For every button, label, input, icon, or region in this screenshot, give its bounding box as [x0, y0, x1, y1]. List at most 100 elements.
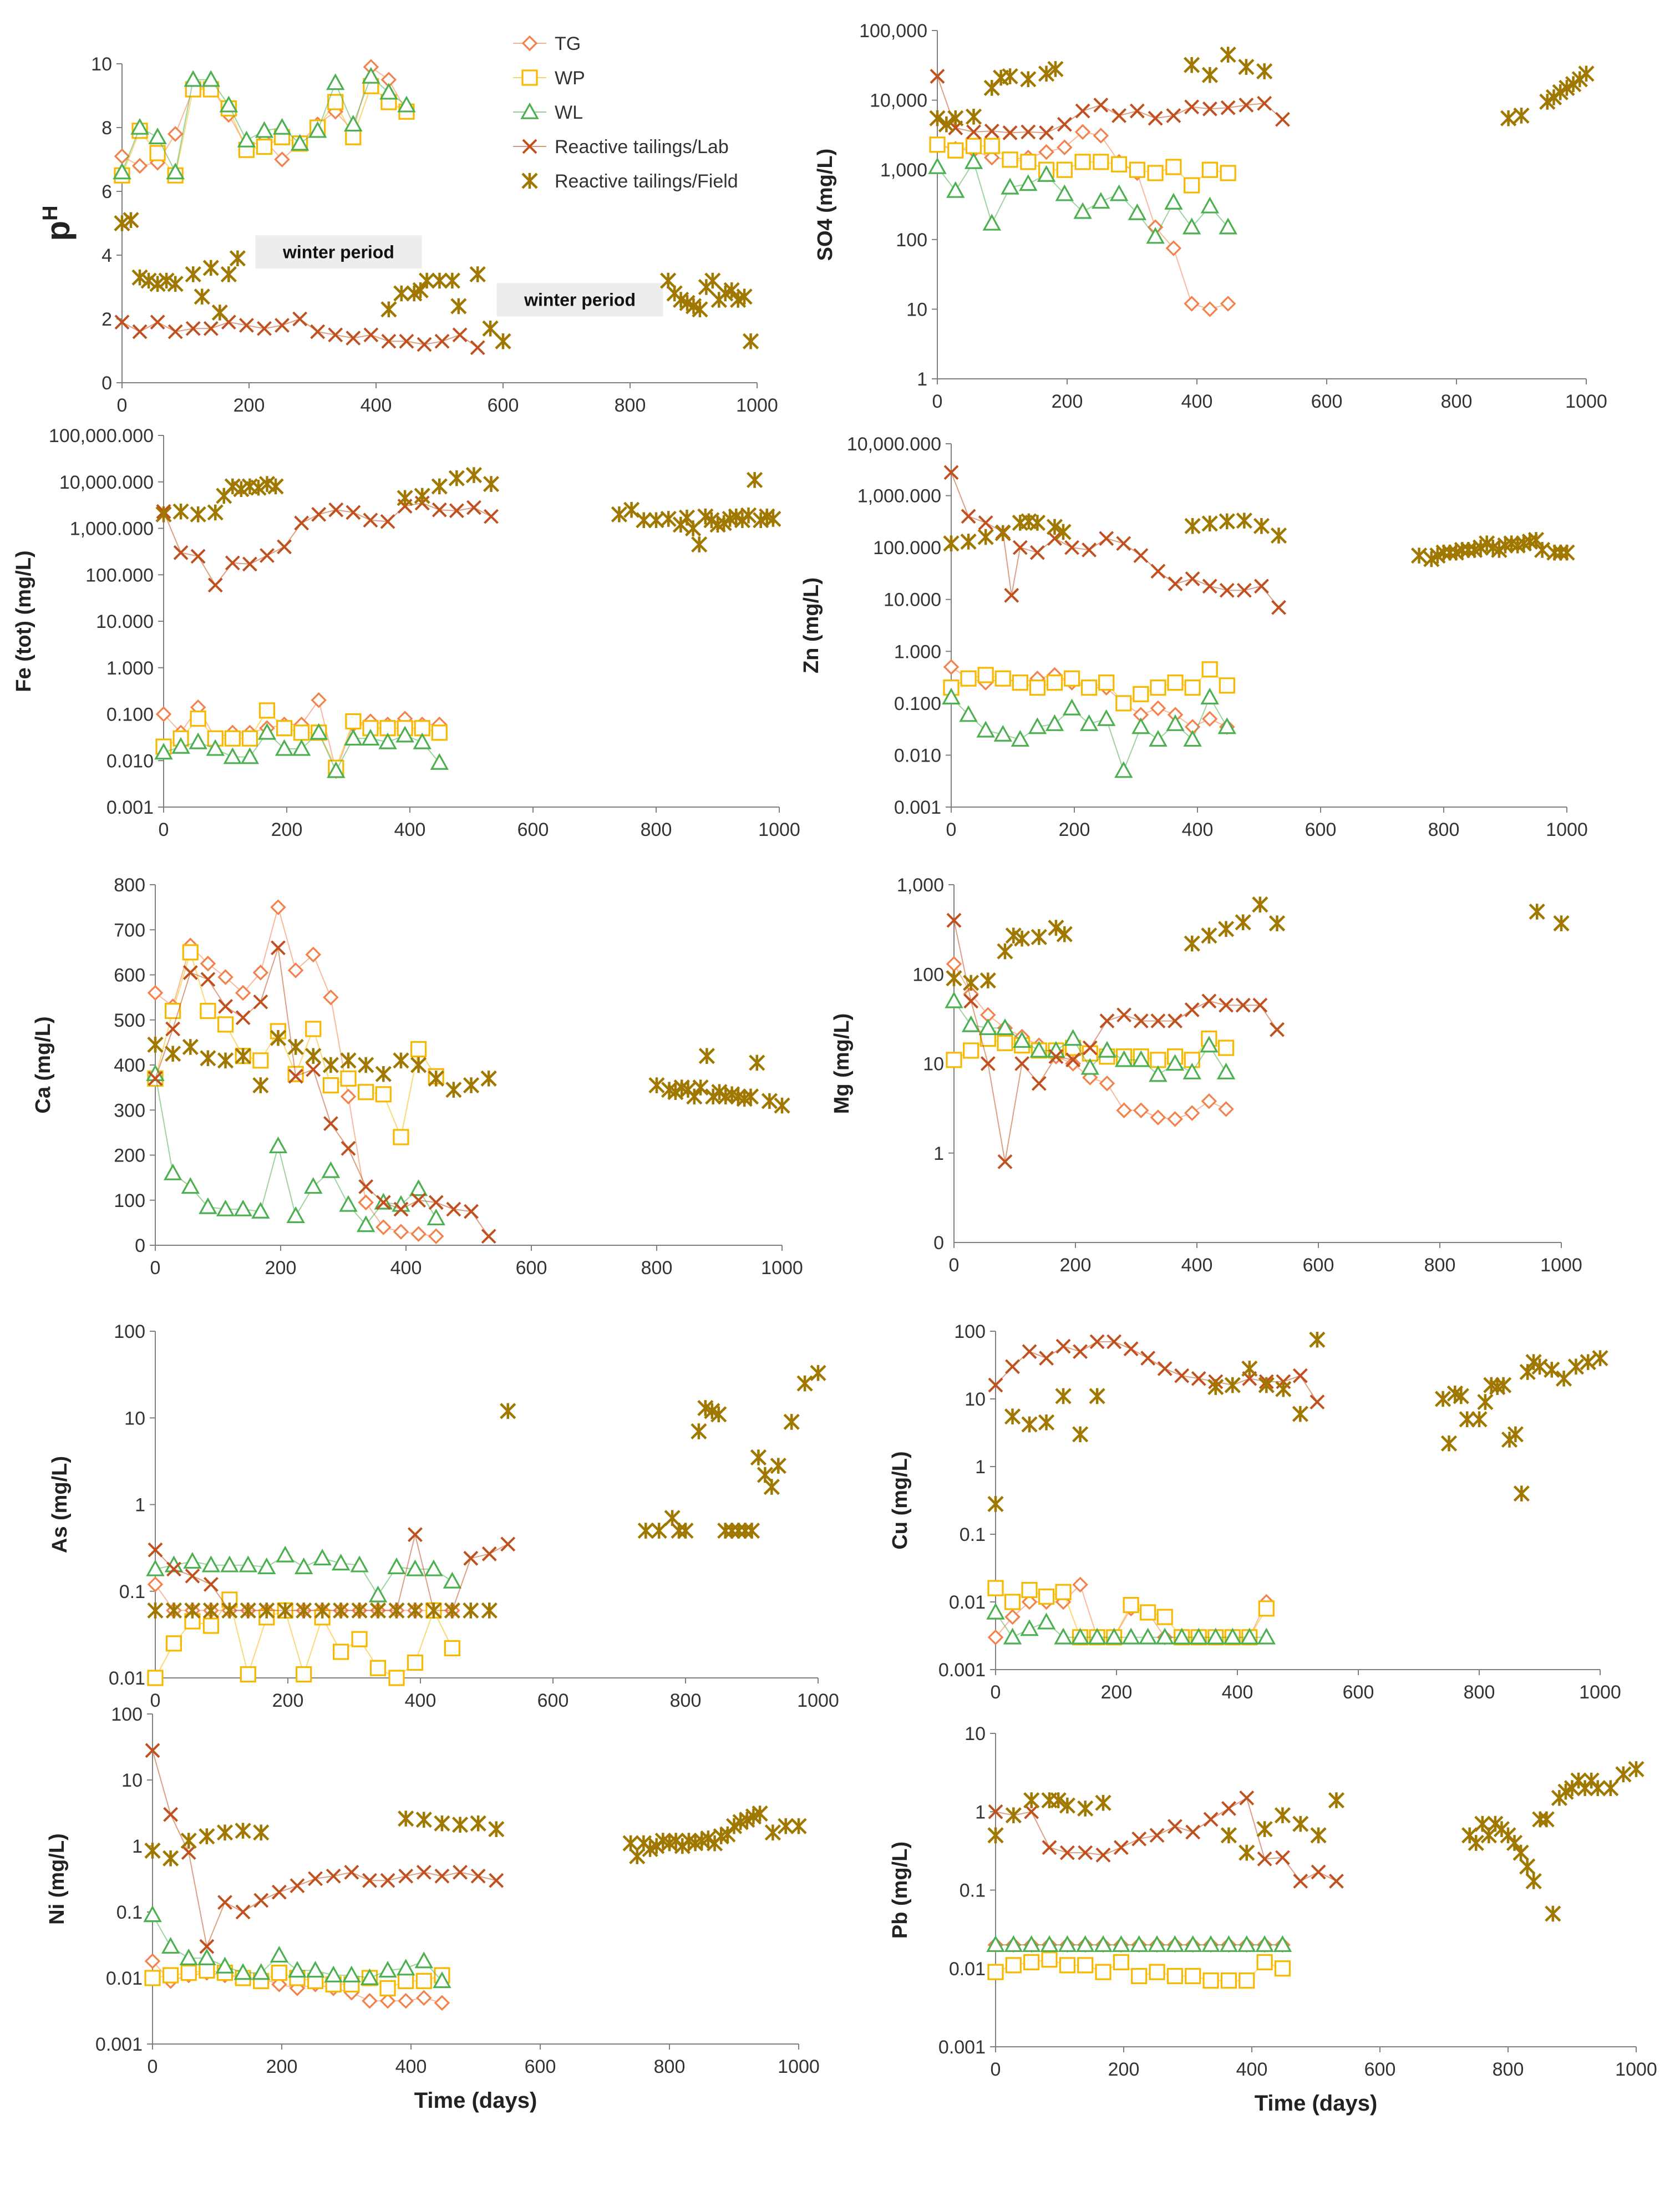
- data-point: [1507, 1426, 1524, 1443]
- data-point: [963, 993, 979, 1009]
- x-tick-label: 800: [1424, 1255, 1456, 1276]
- data-point: [234, 1963, 252, 1980]
- data-point: [1056, 926, 1073, 942]
- data-point: [296, 1666, 312, 1683]
- data-point: [1005, 927, 1022, 944]
- data-point: [1114, 761, 1133, 778]
- data-point: [143, 1905, 162, 1923]
- data-point: [763, 1479, 780, 1495]
- data-point: [979, 972, 996, 989]
- data-point: [1002, 125, 1018, 140]
- data-point: [211, 304, 228, 321]
- data-point: [1062, 698, 1082, 716]
- data-point: [997, 1154, 1013, 1169]
- y-axis-label-main: p: [39, 221, 77, 241]
- data-point: [395, 726, 414, 743]
- data-point: [1216, 1062, 1236, 1079]
- data-point: [1219, 677, 1235, 694]
- x-tick-label: 0: [148, 2056, 158, 2077]
- data-point: [190, 549, 206, 564]
- data-point: [185, 266, 201, 283]
- data-point: [271, 940, 286, 956]
- data-point: [765, 510, 781, 527]
- data-point: [448, 470, 465, 486]
- y-tick-label: 0.01: [106, 1968, 143, 1989]
- data-point: [1219, 217, 1237, 235]
- data-point: [1240, 1627, 1259, 1645]
- data-point: [1150, 1109, 1166, 1125]
- data-point: [434, 333, 450, 349]
- data-point: [1275, 1850, 1290, 1865]
- data-point: [271, 1964, 287, 1981]
- x-tick-label: 400: [1182, 819, 1214, 840]
- data-point: [778, 1818, 794, 1834]
- x-tick-label: 600: [1343, 1682, 1374, 1703]
- data-point: [345, 129, 362, 145]
- y-tick-label: 300: [114, 1100, 145, 1121]
- data-point: [736, 288, 753, 305]
- data-point: [396, 1959, 415, 1976]
- data-point: [1020, 1619, 1039, 1636]
- data-point: [660, 510, 677, 527]
- data-point: [277, 1602, 293, 1619]
- data-point: [358, 1084, 374, 1100]
- data-point: [1189, 1627, 1208, 1645]
- data-point: [1064, 540, 1079, 555]
- data-point: [1220, 296, 1236, 312]
- data-point: [1270, 1022, 1285, 1037]
- data-point: [410, 1041, 427, 1058]
- data-point: [369, 1660, 387, 1676]
- x-tick-label: 600: [537, 1690, 569, 1711]
- data-point: [942, 687, 961, 704]
- data-point: [446, 1201, 461, 1217]
- x-tick-label: 800: [615, 395, 646, 416]
- data-point: [938, 116, 955, 133]
- series-reactive-tailings-field: [943, 513, 1575, 567]
- data-point: [252, 1077, 269, 1094]
- data-point: [1128, 203, 1147, 220]
- data-point: [1149, 1964, 1165, 1980]
- data-point: [1073, 202, 1092, 219]
- data-point: [1149, 1065, 1168, 1082]
- legend-item-reactive-tailings-field: Reactive tailings/Field: [521, 171, 738, 192]
- data-point: [1150, 700, 1166, 717]
- y-axis-label: Zn (mg/L): [800, 577, 823, 673]
- data-point: [1273, 1935, 1292, 1952]
- data-point: [240, 747, 260, 764]
- data-point: [381, 333, 397, 349]
- data-point: [740, 507, 757, 524]
- y-tick-label: 0.001: [938, 1660, 986, 1681]
- data-point: [1166, 1967, 1183, 1985]
- data-point: [1020, 154, 1037, 170]
- data-point: [1201, 67, 1218, 83]
- data-point: [960, 533, 977, 550]
- data-point: [1047, 60, 1064, 78]
- data-point: [1544, 1361, 1560, 1378]
- data-point: [257, 723, 277, 740]
- data-point: [1039, 1351, 1054, 1366]
- data-point: [943, 465, 959, 480]
- data-point: [321, 1161, 341, 1178]
- x-tick-label: 200: [1101, 1682, 1133, 1703]
- y-tick-label: 1.000: [894, 641, 941, 662]
- y-tick-label: 100: [114, 1321, 145, 1342]
- data-point: [217, 969, 234, 985]
- data-point: [123, 212, 139, 229]
- data-point: [229, 250, 246, 267]
- y-tick-label: 6: [101, 181, 112, 202]
- data-point: [166, 1561, 181, 1577]
- data-point: [453, 1864, 468, 1880]
- data-point: [1512, 1844, 1529, 1861]
- series-reactive-tailings-field: [946, 896, 1570, 991]
- data-point: [1435, 1391, 1451, 1407]
- data-point: [155, 706, 172, 722]
- data-point: [293, 724, 310, 741]
- data-point: [997, 1034, 1013, 1051]
- data-point: [234, 1199, 252, 1216]
- legend-label: WP: [555, 68, 585, 89]
- x-tick-label: 400: [361, 395, 392, 416]
- data-point: [710, 1406, 727, 1423]
- data-point: [1553, 915, 1570, 932]
- data-point: [167, 276, 184, 292]
- y-tick-label: 100: [896, 230, 927, 251]
